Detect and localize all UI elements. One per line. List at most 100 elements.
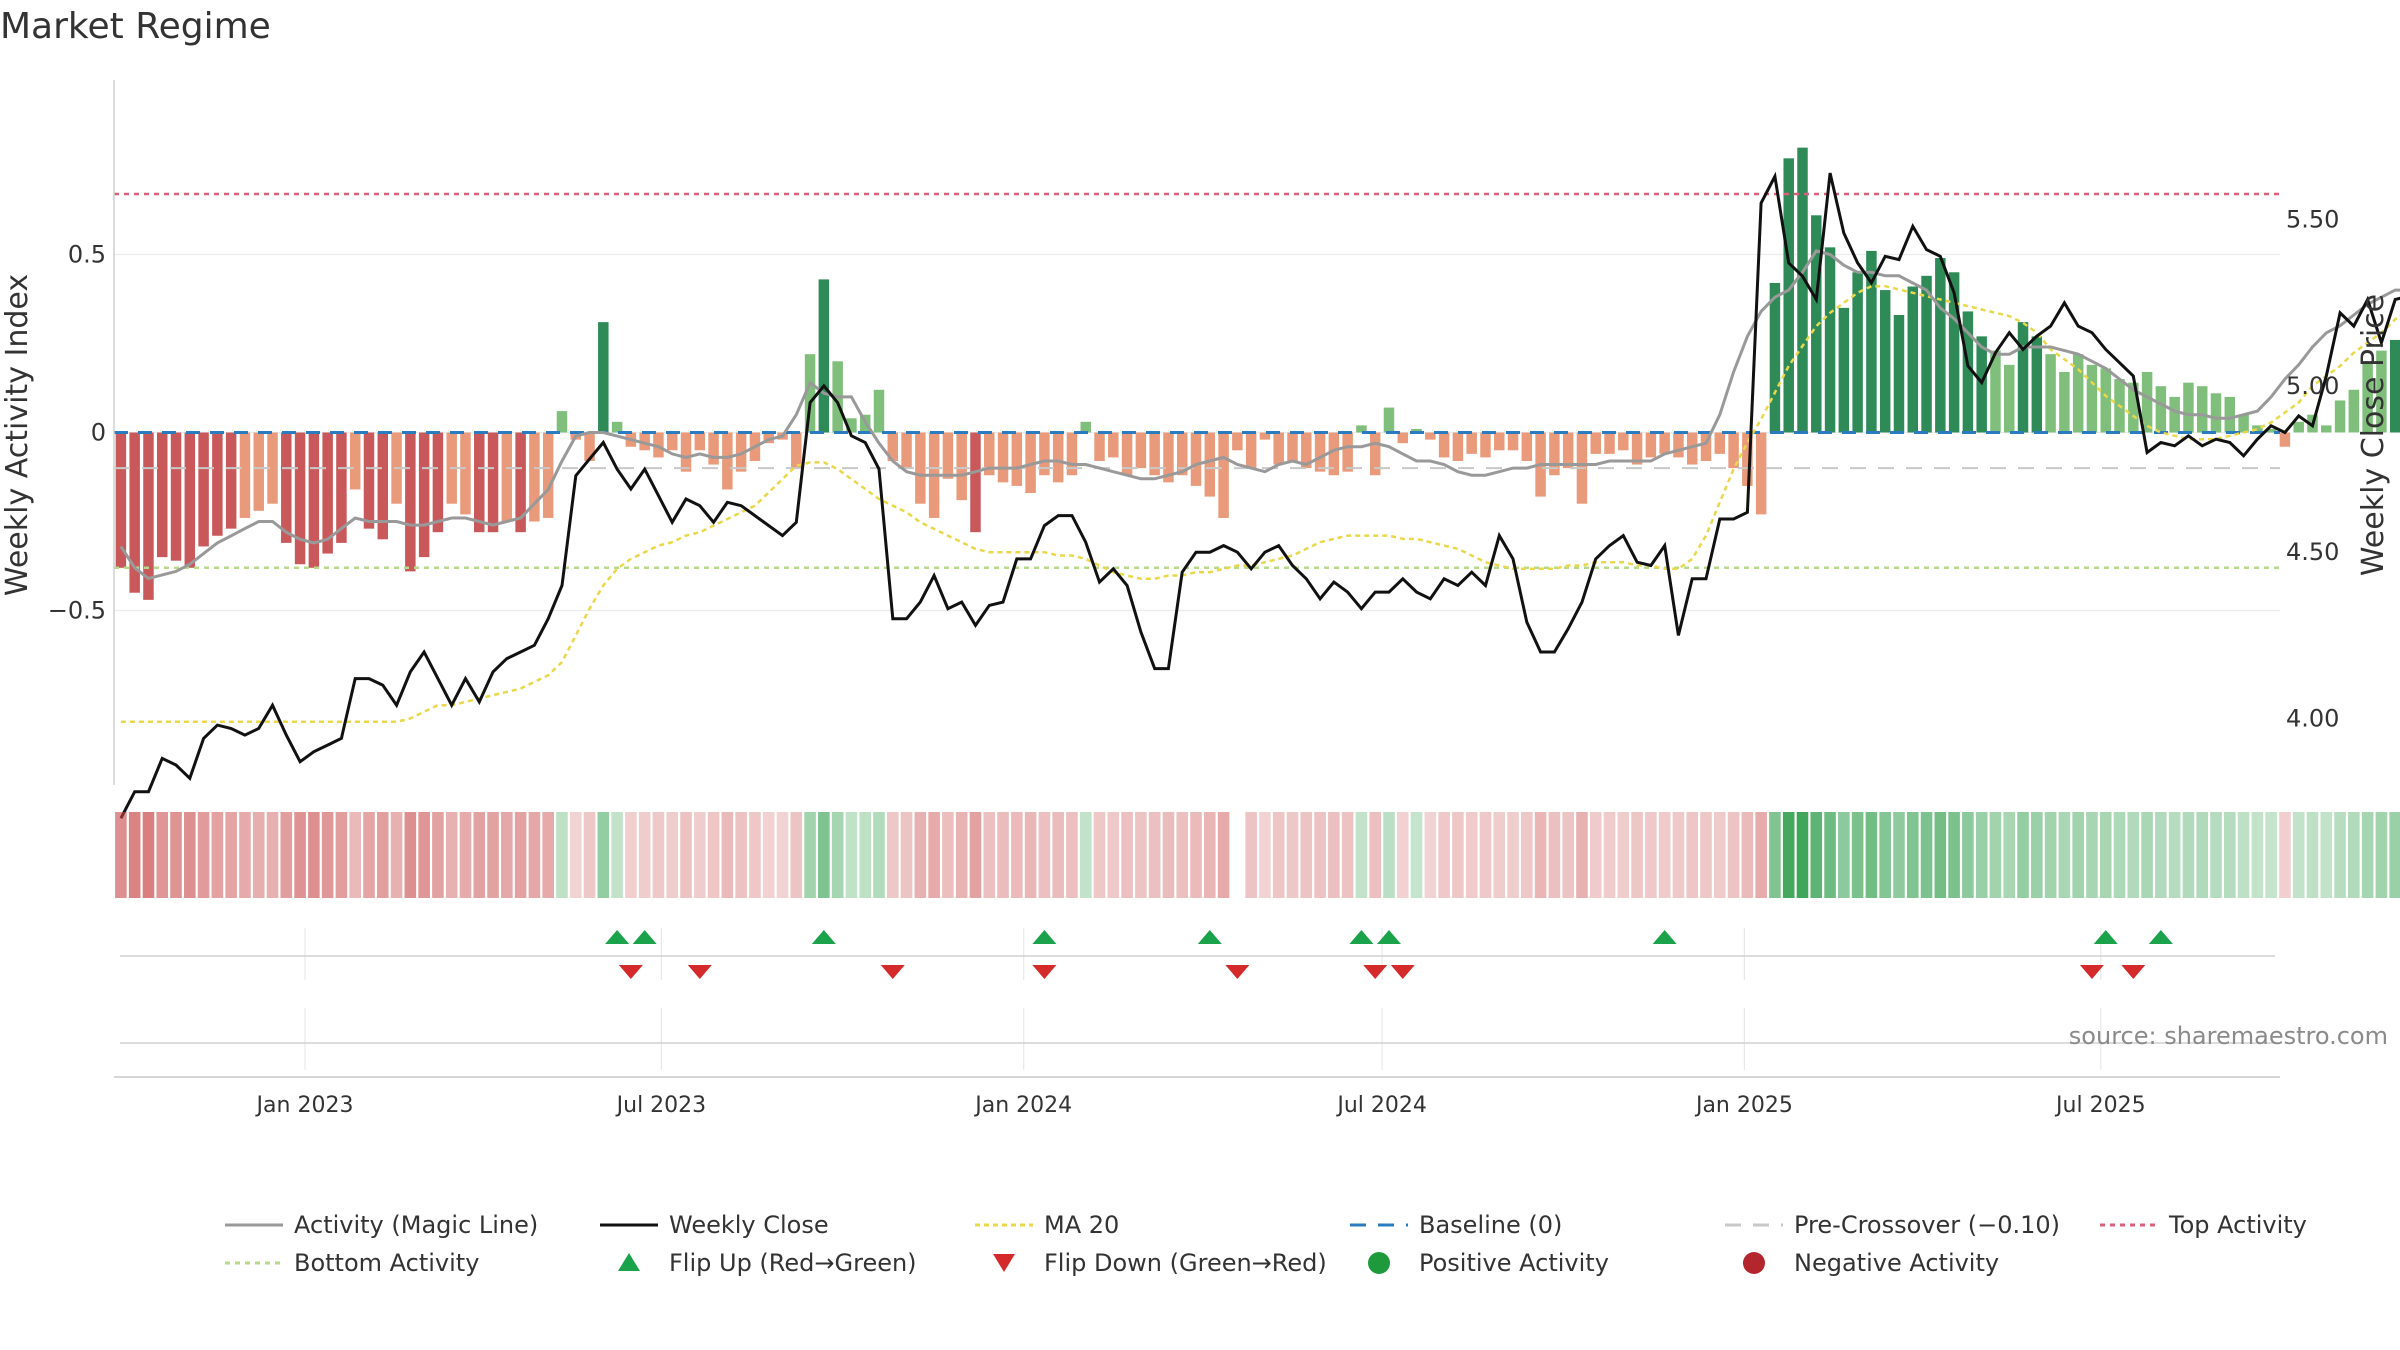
regime-cell-124	[1824, 812, 1836, 898]
regime-cell-157	[2279, 812, 2291, 898]
activity-bar-10	[253, 432, 264, 511]
regime-cell-33	[569, 812, 582, 898]
legend-item-ma20: MA 20	[975, 1211, 1119, 1239]
activity-bar-4	[170, 432, 182, 561]
legend-label: MA 20	[1044, 1211, 1119, 1239]
regime-cell-112	[1658, 812, 1671, 898]
regime-cell-118	[1741, 812, 1754, 898]
regime-cell-111	[1645, 812, 1657, 898]
activity-bar-99	[1480, 432, 1491, 458]
regime-cell-149	[2168, 812, 2181, 898]
regime-cell-115	[1700, 812, 1712, 898]
regime-cell-75	[1148, 812, 1161, 898]
regime-cell-74	[1135, 812, 1147, 898]
activity-bar-142	[2072, 354, 2084, 433]
activity-bar-27	[487, 432, 499, 533]
regime-cell-76	[1162, 812, 1175, 898]
legend-label: Flip Down (Green→Red)	[1044, 1249, 1327, 1277]
regime-cell-89	[1341, 812, 1354, 898]
regime-cell-51	[818, 812, 830, 898]
activity-bar-158	[2293, 421, 2304, 433]
regime-cell-138	[2017, 812, 2029, 898]
activity-bar-104	[1549, 432, 1560, 476]
legend-item-bottom: Bottom Activity	[225, 1249, 479, 1277]
regime-cell-153	[2223, 812, 2236, 898]
regime-cell-2	[142, 812, 155, 898]
activity-bar-136	[1990, 350, 2001, 433]
regime-cell-83	[1259, 812, 1271, 898]
regime-cell-61	[955, 812, 968, 898]
flip-down-marker	[687, 965, 712, 979]
regime-cell-41	[680, 812, 692, 898]
regime-cell-52	[831, 812, 844, 898]
activity-bar-88	[1328, 432, 1340, 476]
magic-line	[119, 249, 2400, 581]
regime-cell-40	[666, 812, 679, 898]
activity-bar-125	[1838, 307, 1850, 433]
activity-bar-98	[1466, 432, 1477, 454]
regime-cell-106	[1576, 812, 1588, 898]
activity-bar-119	[1755, 432, 1767, 515]
activity-bar-62	[970, 432, 981, 533]
activity-bar-73	[1121, 432, 1133, 476]
chart-title: Market Regime	[0, 6, 271, 47]
regime-cell-37	[625, 812, 637, 898]
regime-cell-11	[266, 812, 279, 898]
flip-up-marker	[2148, 930, 2173, 944]
activity-bar-100	[1494, 432, 1505, 451]
regime-cell-131	[1920, 812, 1933, 898]
regime-cell-66	[1024, 812, 1037, 898]
activity-bar-28	[501, 432, 513, 522]
activity-bar-139	[2031, 336, 2043, 433]
activity-bar-120	[1769, 282, 1781, 433]
activity-bar-83	[1259, 432, 1271, 440]
activity-bar-155	[2252, 425, 2263, 433]
axes: −0.5 0 0.5 4.00 4.50 5.00 5.50	[48, 80, 2339, 785]
flip-up-marker	[1376, 930, 1401, 944]
regime-cell-69	[1066, 812, 1078, 898]
activity-bar-87	[1314, 432, 1326, 472]
regime-cell-146	[2127, 812, 2140, 898]
activity-bar-82	[1245, 432, 1257, 469]
activity-bar-95	[1425, 432, 1436, 440]
regime-cell-165	[2389, 812, 2400, 898]
y-axis-left-title: Weekly Activity Index	[0, 274, 35, 596]
regime-cell-18	[363, 812, 375, 898]
activity-bar-126	[1852, 272, 1863, 433]
regime-cell-108	[1603, 812, 1616, 898]
regime-cell-32	[556, 812, 568, 898]
regime-cell-88	[1328, 812, 1340, 898]
regime-cell-72	[1107, 812, 1120, 898]
regime-cell-107	[1589, 812, 1602, 898]
regime-cell-29	[514, 812, 527, 898]
regime-cell-38	[638, 812, 651, 898]
regime-cell-163	[2361, 812, 2374, 898]
activity-bar-53	[846, 418, 857, 433]
y-left-tick-label: 0	[91, 419, 106, 447]
activity-bar-153	[2224, 396, 2236, 433]
x-tick-label: Jul 2024	[1335, 1093, 1427, 1118]
regime-cell-49	[790, 812, 803, 898]
legend-label: Bottom Activity	[294, 1249, 479, 1277]
regime-cell-80	[1217, 812, 1230, 898]
weekly-close-line	[119, 171, 2400, 819]
activity-bar-123	[1811, 215, 1822, 433]
regime-cell-60	[942, 812, 954, 898]
regime-cell-23	[432, 812, 444, 898]
regime-cell-3	[156, 812, 169, 898]
activity-bar-105	[1562, 432, 1574, 469]
flip-up-marker	[1652, 930, 1677, 944]
y-left-tick-label: −0.5	[48, 597, 106, 625]
activity-bar-110	[1631, 432, 1643, 465]
regime-cell-110	[1631, 812, 1643, 898]
regime-cell-27	[487, 812, 499, 898]
activity-bar-101	[1507, 432, 1519, 451]
regime-cell-117	[1727, 812, 1740, 898]
activity-bar-40	[666, 432, 678, 451]
regime-cell-4	[170, 812, 182, 898]
regime-cell-50	[804, 812, 816, 898]
regime-cell-19	[376, 812, 389, 898]
activity-bar-137	[2004, 364, 2015, 433]
regime-cell-136	[1989, 812, 2002, 898]
activity-bar-15	[322, 432, 333, 554]
